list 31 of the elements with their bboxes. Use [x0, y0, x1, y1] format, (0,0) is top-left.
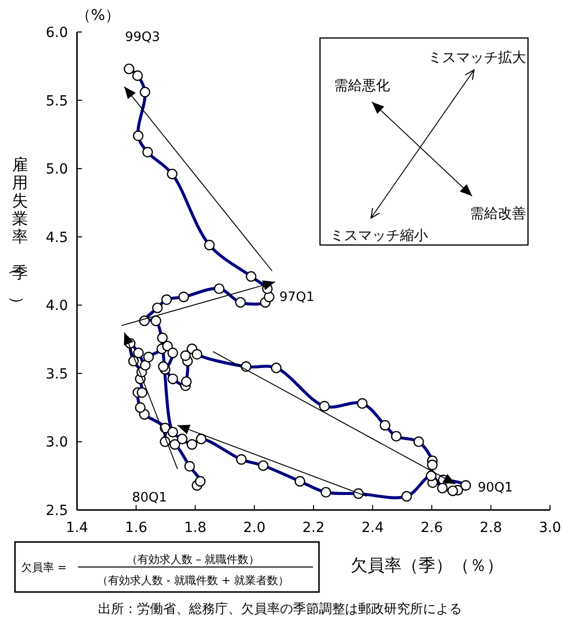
x-tick-label: 2.4: [361, 520, 384, 536]
x-tick-label: 2.6: [420, 520, 443, 536]
y-tick-label: 2.5: [46, 503, 68, 519]
text: （有効求人数 - 就職件数 + 就業者数）: [96, 574, 290, 587]
annotation: 需給改善: [470, 205, 526, 222]
text: 出所：労働省、総務庁、欠員率の季節調整は郵政研究所による: [98, 601, 462, 617]
x-tick-label: 1.8: [184, 520, 206, 536]
annotation: 80Q1: [132, 490, 168, 506]
annotation: ミスマッチ縮小: [330, 228, 428, 244]
y-tick-label: 3.5: [46, 366, 68, 382]
y-tick-label: 3.0: [46, 434, 68, 451]
annotation: 97Q1: [279, 290, 314, 305]
x-tick-label: 1.6: [124, 520, 148, 536]
y-tick-label: 5.0: [46, 162, 68, 178]
x-tick-label: 1.4: [66, 520, 88, 536]
y-tick-label: 4.5: [46, 230, 68, 246]
x-tick-label: 2.0: [243, 520, 266, 536]
x-tick-label: 2.2: [302, 520, 325, 536]
y-tick-label: 4.0: [46, 298, 68, 314]
x-axis-title: 欠員率（季）（％）: [350, 556, 504, 576]
annotation: 需給悪化: [334, 78, 390, 94]
text: 欠員率 =: [21, 561, 67, 574]
y-tick-label: 5.5: [46, 93, 68, 110]
annotation: 90Q1: [478, 480, 513, 496]
annotation: ミスマッチ拡大: [428, 50, 526, 66]
y-tick-label: 6.0: [46, 25, 68, 41]
text: （%）: [76, 6, 120, 24]
x-tick-label: 3.0: [538, 520, 562, 536]
text: （有効求人数 – 就職件数）: [126, 553, 260, 566]
x-tick-label: 2.8: [480, 520, 502, 536]
annotation: 99Q3: [125, 30, 160, 45]
